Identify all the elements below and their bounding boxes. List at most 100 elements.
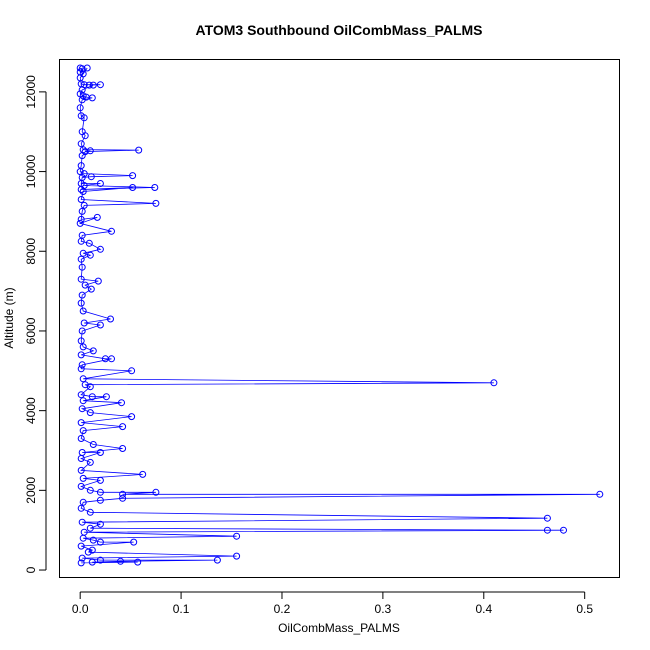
data-point [96,245,104,253]
data-point [87,285,95,293]
data-point [86,458,94,466]
data-point [117,557,124,565]
data-point [96,520,104,528]
data-point [78,327,86,335]
y-tick-label: 8000 [24,238,38,265]
data-point [78,207,86,215]
data-point [79,307,87,315]
data-point [77,435,85,442]
data-point [96,81,104,89]
data-point [79,397,87,405]
data-point [96,180,104,187]
data-point [118,399,125,407]
data-point [81,281,89,289]
data-point [77,351,85,359]
data-point [130,538,138,546]
data-point [77,186,85,193]
data-point [77,391,85,399]
data-point [78,405,86,413]
data-point [107,315,114,323]
data-point [83,64,91,72]
data-point [79,498,87,506]
data-point [560,526,567,534]
data-point [79,188,87,195]
y-tick-label: 0 [24,566,38,573]
y-tick-label: 12000 [24,75,38,109]
series-layer [76,64,604,567]
x-tick-label: 0.0 [72,602,89,616]
y-tick-label: 2000 [24,477,38,504]
data-point [543,526,551,534]
y-axis: 0 2000 4000 6000 8000 10000 12000 [24,75,47,573]
data-point [77,482,85,490]
x-tick-label: 0.5 [576,602,593,616]
data-point [543,514,551,522]
data-point [80,201,88,209]
data-point [152,488,160,496]
data-point [85,81,93,89]
data-point [233,532,241,540]
data-point [79,427,87,435]
data-point [77,542,85,550]
chart-title: ATOM3 Southbound OilCombMass_PALMS [196,22,483,38]
data-point [78,554,86,562]
data-point [78,263,86,271]
data-point [129,172,137,180]
data-point [85,239,93,247]
data-point [77,215,85,223]
data-point [79,534,87,542]
data-point [78,291,86,299]
data-point [80,319,88,327]
data-point [96,476,104,484]
x-tick-label: 0.4 [475,602,492,616]
data-point [119,423,127,431]
data-point [119,494,127,502]
data-point [129,184,137,191]
data-point [213,556,221,564]
data-point [86,486,94,494]
data-point [77,275,85,283]
data-point [86,508,94,516]
data-point [79,249,87,257]
data-point [89,441,97,448]
data-point [77,466,85,474]
data-point [80,170,88,178]
data-point [86,524,94,532]
y-tick-label: 10000 [24,155,38,189]
series-line [78,67,600,564]
data-point [490,379,498,387]
y-tick-label: 6000 [24,317,38,344]
data-point [79,375,87,383]
data-point [77,255,85,263]
data-point [128,367,136,375]
data-point [77,237,85,245]
data-point [151,184,159,191]
data-point [89,536,97,544]
data-point [88,546,96,554]
y-axis-label: Altitude (m) [2,287,16,348]
data-point [77,559,85,567]
data-point [128,413,136,421]
data-point [78,361,86,369]
data-point [96,496,104,504]
data-point [84,548,92,556]
data-point [88,94,96,102]
data-point [77,504,85,512]
data-point [96,488,104,496]
x-tick-label: 0.2 [274,602,291,616]
data-point [86,409,94,417]
data-point [77,419,85,427]
data-point [77,455,85,462]
data-point [88,393,96,401]
data-point [152,199,160,207]
plot-frame [59,59,620,578]
data-point [79,343,87,351]
data-point [89,347,97,355]
data-point [77,196,85,203]
data-point [119,490,127,498]
data-point [86,383,94,391]
x-axis-label: OilCombMass_PALMS [278,621,400,635]
data-point [76,219,84,227]
data-point [78,96,86,104]
